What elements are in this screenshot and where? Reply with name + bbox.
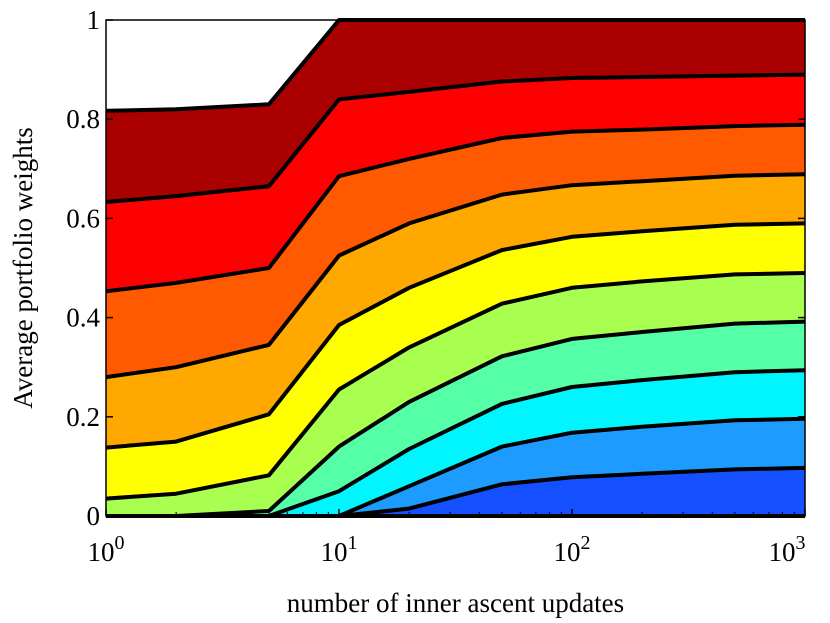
plot-frame <box>105 19 806 517</box>
y-axis-label: Average portfolio weights <box>8 127 38 408</box>
y-tick-label: 0.8 <box>66 104 100 134</box>
tick-mark-layer <box>105 19 806 517</box>
boundary-line-9 <box>105 72 806 204</box>
boundary-line-4 <box>106 319 806 518</box>
x-tick-label: 103 <box>769 532 806 567</box>
y-tick-label: 0 <box>87 501 101 531</box>
y-tick-label: 0.2 <box>66 402 100 432</box>
y-tick-label: 0.4 <box>66 303 100 333</box>
x-tick-label: 102 <box>554 532 591 567</box>
boundary-line-6 <box>105 221 806 450</box>
x-tick-label: 101 <box>321 532 358 567</box>
y-tick-label: 0.6 <box>66 203 100 233</box>
boundary-line-5 <box>105 271 806 501</box>
x-axis-label: number of inner ascent updates <box>287 588 624 618</box>
y-tick-label: 1 <box>87 5 101 35</box>
boundary-line-7 <box>105 172 806 380</box>
tick-label-layer: 0 0.2 0.4 0.6 0.8 1 100 101 102 103 <box>66 5 805 567</box>
boundary-line-8 <box>105 122 806 294</box>
x-tick-label: 100 <box>88 532 125 567</box>
